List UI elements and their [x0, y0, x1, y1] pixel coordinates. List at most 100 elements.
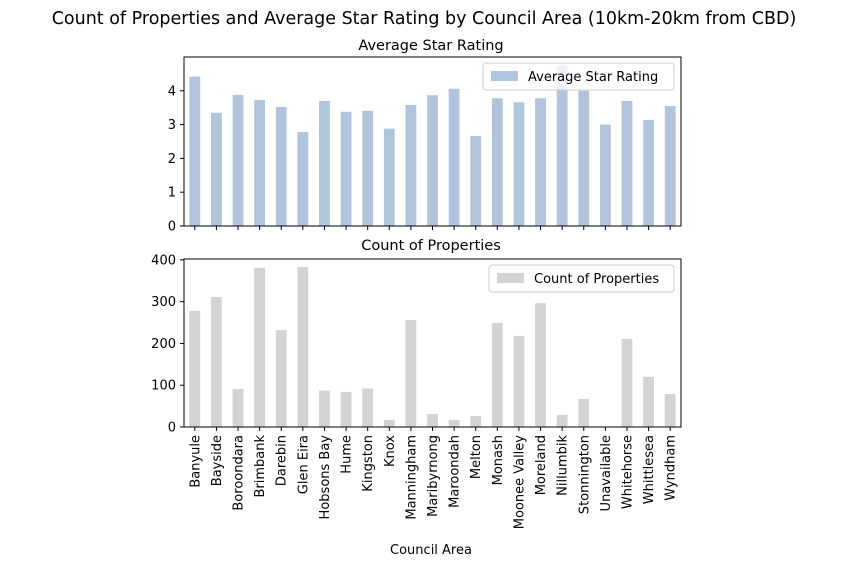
count-of-properties-legend: Count of Properties — [488, 264, 675, 293]
count-bar-whitehorse — [621, 338, 633, 427]
count-bar-whittlesea — [643, 376, 654, 427]
legend-frame — [482, 62, 675, 91]
rating-bar-knox — [383, 128, 395, 226]
x-tick-label-bayside: Bayside — [210, 435, 225, 486]
rating-bar-manningham — [405, 105, 417, 226]
average-star-rating-plot-frame — [183, 56, 682, 227]
count-bar-maroondah — [448, 419, 460, 427]
count-bar-moonee-valley — [513, 335, 525, 427]
x-tick-label-unavailable: Unavailable — [599, 435, 614, 511]
count-of-properties-title: Count of Properties — [361, 238, 501, 254]
count-bar-hume — [340, 391, 352, 427]
count-bar-bayside — [211, 297, 222, 427]
x-tick-label-stonnington: Stonnington — [577, 435, 592, 514]
rating-y-tick-label-2: 2 — [168, 152, 176, 167]
x-tick-label-monash: Monash — [491, 435, 506, 485]
rating-bar-bayside — [211, 112, 222, 226]
count-of-properties-bars — [189, 266, 676, 427]
count-bar-boroondara — [232, 388, 244, 427]
count-of-properties-chart: Count of Properties 0 100 200 300 400 Banyul… — [151, 238, 682, 558]
x-tick-label-hume: Hume — [340, 435, 355, 474]
count-bar-wyndham — [664, 393, 676, 427]
count-of-properties-y-axis: 0 100 200 300 400 — [151, 253, 184, 436]
x-tick-label-moreland: Moreland — [534, 435, 549, 495]
legend-swatch-rating — [491, 71, 518, 81]
count-bar-manningham — [405, 320, 417, 427]
x-tick-label-darebin: Darebin — [275, 435, 290, 486]
rating-bar-wyndham — [664, 106, 676, 226]
rating-bar-unavailable — [599, 124, 611, 226]
rating-bar-nillumbik — [556, 65, 568, 226]
x-axis-label: Council Area — [390, 543, 472, 558]
rating-bar-whitehorse — [621, 100, 633, 226]
legend-label-count: Count of Properties — [534, 272, 659, 287]
rating-bar-darebin — [275, 107, 287, 226]
x-tick-label-whitehorse: Whitehorse — [620, 435, 635, 509]
average-star-rating-y-axis: 0 1 2 3 4 — [168, 84, 184, 235]
rating-bar-moonee-valley — [513, 102, 525, 226]
rating-y-tick-label-0: 0 — [168, 220, 176, 235]
count-bar-darebin — [275, 330, 287, 427]
count-y-tick-label-300: 300 — [151, 295, 176, 310]
count-bar-knox — [383, 419, 395, 427]
x-tick-label-brimbank: Brimbank — [253, 435, 268, 498]
rating-bar-maroondah — [448, 88, 460, 227]
rating-bar-banyule — [189, 76, 201, 226]
rating-bar-glen-eira — [297, 132, 309, 226]
x-tick-label-banyule: Banyule — [188, 435, 203, 488]
rating-bar-hobsons-bay — [319, 100, 330, 226]
count-bar-moreland — [535, 303, 546, 427]
count-bar-glen-eira — [297, 266, 309, 427]
count-bar-nillumbik — [556, 414, 568, 427]
rating-bar-monash — [491, 98, 503, 226]
legend-label-rating: Average Star Rating — [528, 70, 658, 85]
rating-bar-kingston — [362, 110, 374, 226]
average-star-rating-legend: Average Star Rating — [482, 62, 675, 91]
legend-swatch-count — [497, 273, 524, 283]
x-tick-label-nillumbik: Nillumbik — [556, 435, 571, 496]
x-tick-label-boroondara: Boroondara — [232, 435, 247, 511]
legend-frame — [488, 264, 675, 293]
x-tick-label-moonee-valley: Moonee Valley — [512, 435, 527, 530]
average-star-rating-title: Average Star Rating — [358, 38, 503, 54]
rating-bar-melton — [470, 136, 482, 226]
average-star-rating-chart: Average Star Rating 0 1 2 3 4 Average Star R… — [168, 38, 682, 235]
count-bar-maribyrnong — [427, 414, 438, 427]
count-bar-brimbank — [254, 267, 266, 427]
rating-bar-maribyrnong — [427, 95, 438, 226]
rating-y-tick-label-4: 4 — [168, 84, 176, 99]
rating-bar-boroondara — [232, 94, 244, 226]
count-bar-monash — [491, 322, 503, 427]
x-tick-label-maribyrnong: Maribyrnong — [426, 435, 441, 517]
count-of-properties-x-axis: Banyule Bayside Boroondara Brimbank Darebin G… — [188, 427, 679, 530]
rating-bar-whittlesea — [643, 119, 654, 226]
count-bar-hobsons-bay — [319, 390, 330, 427]
rating-bar-stonnington — [578, 90, 590, 226]
x-tick-label-wyndham: Wyndham — [664, 435, 679, 501]
count-of-properties-plot-frame — [183, 258, 682, 428]
x-tick-label-whittlesea: Whittlesea — [642, 435, 657, 504]
count-y-tick-label-0: 0 — [168, 421, 176, 436]
x-tick-label-kingston: Kingston — [361, 435, 376, 492]
count-bar-banyule — [189, 310, 201, 427]
x-tick-label-knox: Knox — [383, 435, 398, 467]
count-bar-stonnington — [578, 399, 590, 427]
figure-title: Count of Properties and Average Star Rat… — [52, 9, 797, 29]
rating-bar-brimbank — [254, 99, 266, 226]
rating-bar-moreland — [535, 98, 546, 226]
x-tick-label-hobsons-bay: Hobsons Bay — [318, 435, 333, 520]
rating-bar-hume — [340, 111, 352, 226]
count-y-tick-label-100: 100 — [151, 379, 176, 394]
average-star-rating-bars — [189, 65, 676, 227]
count-y-tick-label-400: 400 — [151, 253, 176, 268]
x-tick-label-maroondah: Maroondah — [448, 435, 463, 508]
count-bar-kingston — [362, 388, 374, 427]
x-tick-label-glen-eira: Glen Eira — [296, 435, 311, 494]
average-star-rating-x-ticks — [194, 226, 671, 230]
count-y-tick-label-200: 200 — [151, 337, 176, 352]
rating-y-tick-label-3: 3 — [168, 118, 176, 133]
count-bar-melton — [470, 416, 482, 427]
x-tick-label-manningham: Manningham — [404, 435, 419, 520]
